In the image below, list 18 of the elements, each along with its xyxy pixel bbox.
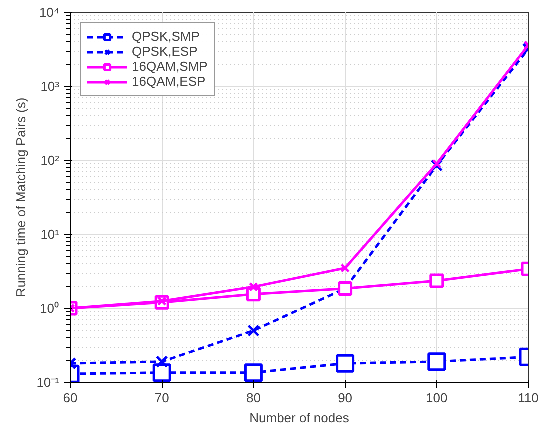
legend-label: QPSK,ESP [132, 44, 198, 59]
legend-label: QPSK,SMP [132, 29, 200, 44]
x-tick-label: 110 [518, 390, 539, 406]
y-axis-title: Running time of Matching Pairs (s) [14, 98, 29, 298]
x-tick-label: 60 [63, 390, 78, 406]
legend-label: 16QAM,SMP [132, 59, 208, 74]
y-tick-label: 10² [40, 153, 60, 168]
y-tick-label: 10³ [40, 79, 60, 94]
y-tick-label: 10⁰ [40, 301, 60, 316]
x-tick-label: 70 [154, 390, 170, 406]
legend-label: 16QAM,ESP [132, 74, 206, 89]
x-tick-label: 90 [338, 390, 353, 406]
y-tick-label: 10⁴ [39, 5, 60, 20]
x-axis-title: Number of nodes [250, 410, 350, 426]
x-tick-label: 100 [426, 390, 448, 406]
y-tick-label: 10⁻¹ [36, 375, 60, 390]
y-tick-label: 10¹ [40, 227, 60, 242]
x-tick-label: 80 [246, 390, 261, 406]
